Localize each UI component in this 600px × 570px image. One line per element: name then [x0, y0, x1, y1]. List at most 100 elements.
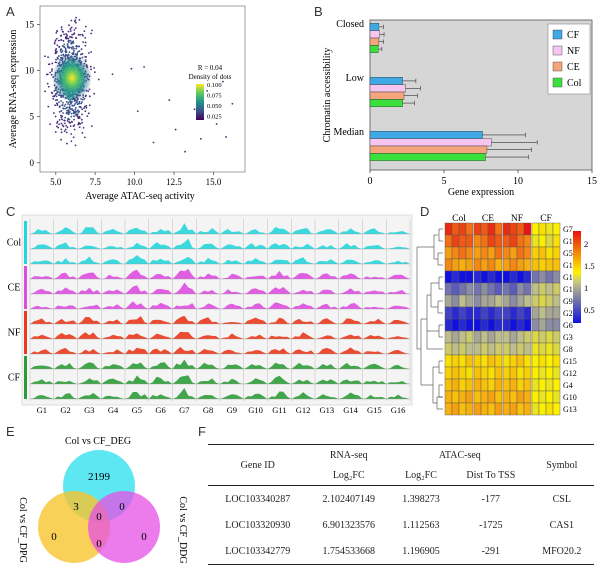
bar — [369, 91, 405, 100]
scatter-point — [75, 110, 78, 113]
scatter-point — [222, 80, 224, 83]
scatter-point — [71, 107, 73, 110]
scatter-point — [54, 50, 57, 53]
bar — [369, 84, 406, 93]
scatter-point — [77, 111, 80, 114]
scatter-point — [80, 102, 83, 105]
heatmap-cell — [458, 354, 467, 368]
heatmap-cell — [552, 282, 561, 296]
scatter-point — [78, 115, 81, 118]
bar — [369, 130, 483, 139]
heatmap-cell — [545, 378, 554, 392]
scatter-point — [47, 85, 50, 88]
heatmap-cell — [444, 270, 453, 284]
scatter-point — [90, 51, 93, 53]
heatmap-cell — [545, 282, 554, 296]
heatmap-cell — [480, 246, 489, 260]
heatmap-cell — [545, 258, 554, 272]
bar — [369, 23, 380, 31]
sample-label: CE — [8, 283, 21, 294]
signal-track — [30, 238, 410, 249]
scatter-point — [174, 128, 177, 131]
header-rna-log2fc: Log₂FC — [332, 469, 365, 481]
heatmap-cell — [516, 246, 525, 260]
scatter-point — [83, 136, 86, 139]
venn-count-deg-ddg: 0 — [119, 501, 125, 513]
heatmap-cell — [487, 282, 496, 296]
scatter-point — [69, 111, 71, 113]
heatmap-row-label: G3 — [563, 333, 573, 342]
scatter-point — [69, 30, 72, 32]
scatter-point — [61, 104, 64, 106]
panel-a-label: A — [6, 4, 15, 19]
heatmap-row-label: G6 — [563, 321, 573, 330]
scatter-point — [82, 34, 84, 37]
heatmap-cell — [523, 402, 532, 416]
cell-atac: 1.398273 — [402, 493, 440, 505]
heatmap-cell — [473, 354, 482, 368]
bar-x-tick-label: 0 — [368, 176, 373, 187]
heatmap-cell — [523, 330, 532, 344]
scatter-point — [53, 95, 55, 98]
scatter-point — [77, 102, 80, 105]
scatter-point — [206, 89, 209, 92]
scatter-point — [60, 138, 62, 141]
heatmap-cell — [487, 366, 496, 380]
heatmap-cell — [444, 318, 453, 332]
scatter-point — [73, 47, 75, 50]
header-rna-seq: RNA-seq — [329, 449, 368, 461]
scatter-point — [46, 73, 49, 76]
sample-color-bar — [24, 311, 27, 354]
heatmap-cell — [523, 378, 532, 392]
heatmap-cell — [480, 234, 489, 248]
heatmap-row-label: G14 — [563, 237, 577, 246]
scatter-point — [63, 43, 66, 46]
heatmap-cell — [509, 282, 518, 296]
scatter-point — [56, 125, 58, 128]
scatter-point — [68, 46, 71, 49]
scatter-point — [199, 137, 202, 140]
scatter-point — [75, 16, 78, 19]
heatmap-cell — [552, 294, 561, 308]
scatter-point — [67, 103, 69, 105]
scatter-point — [60, 116, 63, 119]
scatter-point — [73, 118, 76, 121]
heatmap-cell — [458, 402, 467, 416]
scatter-point — [69, 28, 72, 30]
scatter-point — [71, 33, 74, 36]
heatmap-cell — [465, 234, 474, 248]
heatmap-cell — [552, 402, 561, 416]
scatter-point — [75, 36, 77, 39]
bar-category-label: Low — [346, 73, 365, 84]
scatter-point — [93, 66, 96, 69]
heatmap-cell — [509, 306, 518, 320]
heatmap-cell — [516, 330, 525, 344]
heatmap-cell — [487, 390, 496, 404]
scatter-point — [63, 46, 66, 49]
cell-gene: LOC103320930 — [225, 519, 291, 531]
heatmap-cell — [458, 318, 467, 332]
heatmap-cell — [502, 366, 511, 380]
heatmap-cell — [451, 282, 460, 296]
scatter-point — [84, 37, 87, 39]
scatter-point — [73, 110, 76, 113]
header-dist-tss: Dist To TSS — [466, 469, 516, 481]
heatmap-row-label: G15 — [563, 357, 577, 366]
scatter-point — [75, 101, 78, 104]
heatmap-row-label: G7 — [563, 225, 573, 234]
signal-track — [30, 301, 410, 309]
heatmap-cell — [451, 366, 460, 380]
scatter-point — [61, 115, 64, 118]
heatmap-cell — [487, 330, 496, 344]
gene-label: G13 — [320, 405, 335, 415]
cell-gene: LOC103340287 — [225, 493, 291, 505]
panel-a-scatter: A 5.0 7.5 10.0 12.5 15.0 0 5 10 15 Average ATAC-… — [6, 4, 246, 202]
scatter-point — [84, 110, 87, 113]
gene-label: G3 — [84, 405, 94, 415]
scatter-point — [68, 107, 71, 109]
heatmap-cell — [451, 378, 460, 392]
venn-ddg-label: Col vs CF_DDG — [177, 496, 188, 563]
legend-swatch — [552, 61, 563, 72]
heatmap-cell — [538, 246, 547, 260]
heatmap-cell — [545, 306, 554, 320]
